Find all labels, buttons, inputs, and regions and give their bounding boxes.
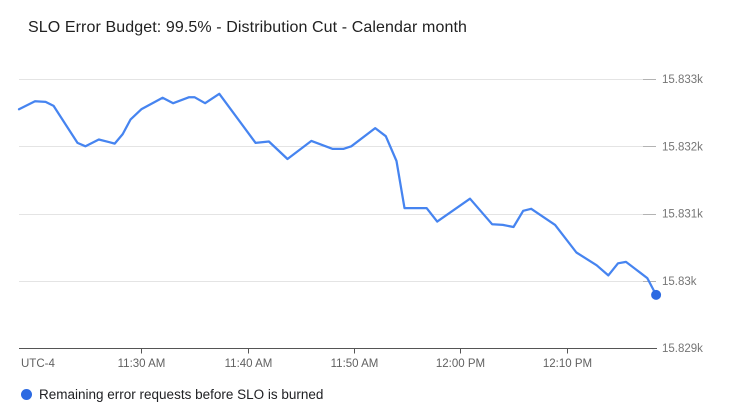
gridlines-group [19, 79, 656, 282]
y-tick-label: 15.829k [662, 343, 703, 355]
series-group [17, 92, 662, 300]
slo-line-chart[interactable]: 15.833k 15.832k 15.831k 15.83k 15.829k 11:30 … [0, 0, 732, 380]
y-tick-label: 15.831k [662, 209, 703, 221]
x-tick-label: 11:30 AM [118, 358, 166, 370]
axis-group [19, 347, 657, 354]
legend-series-label: Remaining error requests before SLO is b… [39, 387, 324, 402]
x-tick-label: 11:40 AM [225, 358, 273, 370]
legend: Remaining error requests before SLO is b… [21, 387, 323, 402]
x-tick-label: 11:50 AM [331, 358, 379, 370]
legend-series-dot-icon [21, 389, 32, 400]
y-tick-label: 15.832k [662, 141, 703, 153]
y-tick-label: 15.833k [662, 74, 703, 86]
timezone-label: UTC-4 [21, 358, 55, 370]
chart-title: SLO Error Budget: 99.5% - Distribution C… [28, 19, 467, 36]
x-tick-label: 12:00 PM [436, 358, 485, 370]
y-tick-label: 15.83k [662, 276, 697, 288]
axis-labels-group: 15.833k 15.832k 15.831k 15.83k 15.829k 11:30 … [21, 74, 703, 370]
series-line[interactable] [17, 92, 658, 297]
series-end-dot[interactable] [651, 289, 662, 300]
x-tick-label: 12:10 PM [543, 358, 592, 370]
